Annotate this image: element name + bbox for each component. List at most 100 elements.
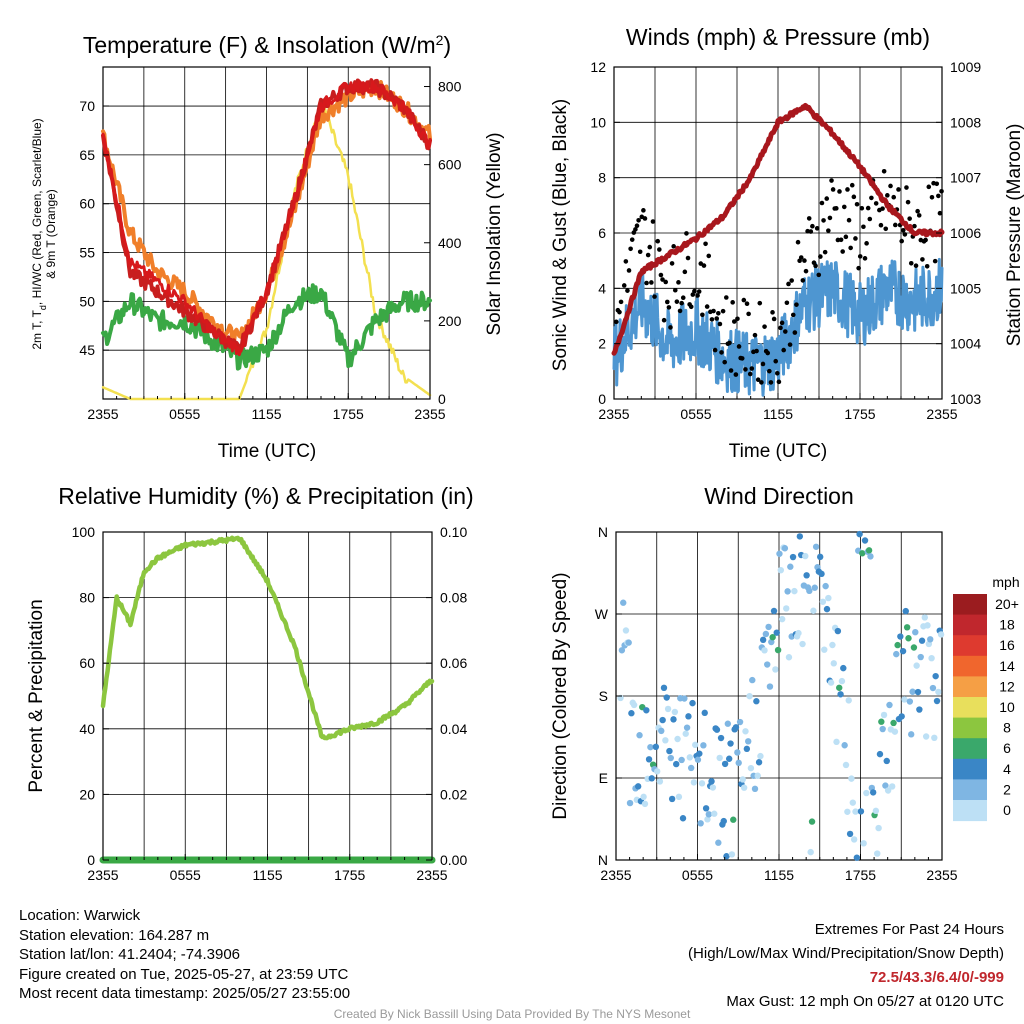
y2-tick-label: 1009	[950, 59, 981, 75]
direction-point	[673, 760, 680, 768]
gust-point	[893, 222, 898, 228]
gust-point	[770, 310, 775, 315]
gust-point	[696, 289, 702, 294]
gust-point	[838, 237, 844, 243]
direction-point	[747, 764, 755, 772]
extremes-title: Extremes For Past 24 Hours	[814, 921, 1004, 938]
temperature-panel: Temperature (F) & Insolation (W/m2) 2355…	[30, 32, 505, 462]
direction-point	[927, 636, 934, 643]
extremes-box: Extremes For Past 24 Hours (High/Low/Max…	[688, 918, 1004, 1014]
legend-swatch	[953, 738, 987, 760]
gust-point	[711, 308, 716, 314]
x-tick-label: 2355	[926, 406, 957, 422]
direction-point	[785, 654, 793, 661]
gust-point	[731, 319, 737, 324]
gust-point	[937, 210, 943, 216]
gust-point	[641, 208, 646, 213]
direction-point	[618, 647, 626, 654]
direction-point	[908, 731, 915, 738]
gust-point	[869, 195, 874, 201]
direction-point	[901, 696, 908, 703]
legend-label: 4	[1003, 761, 1011, 777]
direction-point	[696, 750, 703, 757]
y-tick-label: E	[599, 770, 608, 786]
gust-point	[818, 254, 823, 259]
gust-point	[735, 316, 740, 322]
gust-point	[657, 247, 662, 252]
direction-point	[689, 699, 696, 707]
direction-point	[762, 630, 770, 638]
direction-point	[795, 629, 802, 637]
gust-point	[700, 312, 705, 318]
direction-point	[879, 725, 886, 733]
gust-point	[899, 238, 904, 244]
legend-swatch	[953, 655, 987, 677]
y-tick-label: 10	[590, 114, 606, 130]
direction-point	[844, 808, 851, 815]
direction-point	[709, 784, 717, 791]
gust-point	[674, 299, 680, 304]
x-tick-label: 2355	[598, 406, 629, 422]
y2-tick-label: 800	[438, 79, 462, 95]
direction-point	[753, 698, 760, 705]
direction-point	[765, 623, 772, 631]
direction-point	[882, 782, 889, 789]
legend-label: 14	[999, 658, 1015, 674]
gust-point	[814, 226, 820, 231]
gust-point	[936, 193, 941, 199]
gust-point	[637, 249, 643, 255]
direction-point	[754, 772, 761, 779]
direction-point	[787, 563, 794, 570]
gust-point	[716, 310, 721, 316]
gust-point	[915, 208, 920, 214]
direction-point	[781, 545, 789, 552]
x-tick-label: 0555	[680, 406, 711, 422]
legend-label: 8	[1003, 720, 1011, 736]
gust-point	[907, 216, 912, 221]
y2-tick-label: 1005	[950, 280, 981, 296]
gust-point	[798, 255, 804, 260]
direction-point	[702, 805, 710, 812]
gust-point	[904, 185, 909, 190]
gust-point	[829, 178, 834, 183]
direction-point	[652, 743, 660, 751]
gust-point	[837, 189, 842, 194]
direction-point	[687, 764, 695, 772]
direction-point	[857, 808, 865, 815]
direction-point	[897, 633, 904, 640]
direction-point	[833, 738, 840, 746]
direction-point	[739, 776, 746, 783]
gust-point	[789, 278, 794, 283]
gust-point	[810, 223, 815, 229]
y-tick-label: 55	[79, 245, 95, 261]
gust-point	[821, 218, 826, 223]
gust-point	[720, 308, 726, 314]
direction-point	[830, 660, 837, 667]
gust-point	[755, 377, 761, 383]
direction-point	[636, 732, 643, 739]
direction-point	[668, 795, 676, 803]
y-tick-label: 50	[79, 293, 95, 309]
direction-point	[774, 646, 782, 654]
gust-point	[880, 206, 885, 211]
direction-point	[848, 775, 855, 782]
gust-point	[822, 249, 828, 255]
legend-swatch	[953, 800, 987, 822]
direction-point	[648, 775, 655, 782]
gust-point	[749, 366, 755, 371]
direction-point	[778, 615, 786, 623]
direction-point	[924, 622, 931, 629]
direction-point	[817, 553, 824, 561]
gust-point	[668, 325, 673, 330]
x-tick-label: 2355	[600, 867, 631, 883]
gust-point	[782, 329, 788, 334]
gust-point	[853, 236, 858, 241]
direction-point	[819, 598, 827, 605]
gust-point	[891, 194, 897, 200]
direction-point	[799, 640, 806, 648]
direction-point	[659, 716, 666, 724]
direction-point	[876, 750, 884, 758]
gust-point	[939, 188, 944, 194]
direction-point	[931, 734, 938, 742]
gust-point	[846, 217, 852, 223]
